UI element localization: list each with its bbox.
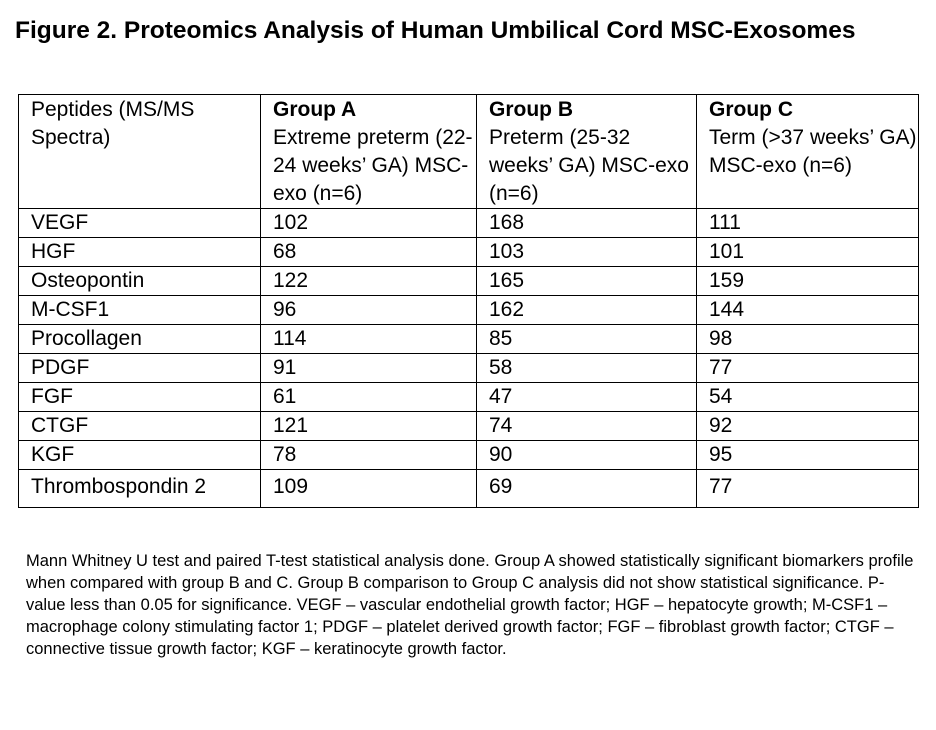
group-c-value: 92 xyxy=(696,411,919,441)
group-c-value: 98 xyxy=(696,324,919,354)
group-b-value: 103 xyxy=(476,237,697,267)
group-c-value: 77 xyxy=(696,469,919,508)
peptide-name: HGF xyxy=(18,237,261,267)
group-a-value: 102 xyxy=(260,208,477,238)
group-a-value: 109 xyxy=(260,469,477,508)
group-a-value: 91 xyxy=(260,353,477,383)
peptide-name: KGF xyxy=(18,440,261,470)
table-row: VEGF 102 168 111 xyxy=(18,208,919,238)
group-a-value: 68 xyxy=(260,237,477,267)
group-b-value: 162 xyxy=(476,295,697,325)
group-b-description: Preterm (25-32 weeks’ GA) MSC-exo (n=6) xyxy=(489,126,689,205)
peptide-name: Thrombospondin 2 xyxy=(18,469,261,508)
peptide-name: VEGF xyxy=(18,208,261,238)
group-c-value: 77 xyxy=(696,353,919,383)
group-c-value: 54 xyxy=(696,382,919,412)
peptide-name: Procollagen xyxy=(18,324,261,354)
header-group-b: Group B Preterm (25-32 weeks’ GA) MSC-ex… xyxy=(476,94,697,209)
header-peptides: Peptides (MS/MS Spectra) xyxy=(18,94,261,209)
table-header-row: Peptides (MS/MS Spectra) Group A Extreme… xyxy=(18,94,919,209)
peptide-name: M-CSF1 xyxy=(18,295,261,325)
table-row: Procollagen 114 85 98 xyxy=(18,324,919,354)
peptide-name: CTGF xyxy=(18,411,261,441)
group-a-value: 78 xyxy=(260,440,477,470)
peptide-name: PDGF xyxy=(18,353,261,383)
group-a-description: Extreme preterm (22-24 weeks’ GA) MSC-ex… xyxy=(273,126,473,205)
header-group-a: Group A Extreme preterm (22-24 weeks’ GA… xyxy=(260,94,477,209)
group-b-value: 69 xyxy=(476,469,697,508)
group-c-value: 95 xyxy=(696,440,919,470)
table-row: Osteopontin 122 165 159 xyxy=(18,266,919,296)
group-b-value: 90 xyxy=(476,440,697,470)
group-c-name: Group C xyxy=(709,98,793,121)
table-row: M-CSF1 96 162 144 xyxy=(18,295,919,325)
group-c-value: 111 xyxy=(696,208,919,238)
group-b-value: 168 xyxy=(476,208,697,238)
header-group-c: Group C Term (>37 weeks’ GA) MSC-exo (n=… xyxy=(696,94,919,209)
table-row: KGF 78 90 95 xyxy=(18,440,919,470)
group-b-value: 85 xyxy=(476,324,697,354)
group-a-value: 61 xyxy=(260,382,477,412)
proteomics-table: Peptides (MS/MS Spectra) Group A Extreme… xyxy=(18,94,919,508)
group-a-value: 122 xyxy=(260,266,477,296)
group-c-value: 101 xyxy=(696,237,919,267)
group-b-value: 165 xyxy=(476,266,697,296)
group-b-value: 47 xyxy=(476,382,697,412)
group-b-value: 58 xyxy=(476,353,697,383)
group-a-value: 114 xyxy=(260,324,477,354)
figure-title: Figure 2. Proteomics Analysis of Human U… xyxy=(15,17,856,44)
table-row: CTGF 121 74 92 xyxy=(18,411,919,441)
table-row: Thrombospondin 2 109 69 77 xyxy=(18,469,919,508)
proteomics-table-container: Peptides (MS/MS Spectra) Group A Extreme… xyxy=(18,94,919,508)
table-row: HGF 68 103 101 xyxy=(18,237,919,267)
peptide-name: Osteopontin xyxy=(18,266,261,296)
group-a-name: Group A xyxy=(273,98,357,121)
group-b-name: Group B xyxy=(489,98,573,121)
table-row: FGF 61 47 54 xyxy=(18,382,919,412)
group-a-value: 96 xyxy=(260,295,477,325)
group-a-value: 121 xyxy=(260,411,477,441)
table-footnote: Mann Whitney U test and paired T-test st… xyxy=(26,552,914,658)
peptide-name: FGF xyxy=(18,382,261,412)
group-c-value: 144 xyxy=(696,295,919,325)
group-c-description: Term (>37 weeks’ GA) MSC-exo (n=6) xyxy=(709,126,917,177)
group-b-value: 74 xyxy=(476,411,697,441)
group-c-value: 159 xyxy=(696,266,919,296)
table-row: PDGF 91 58 77 xyxy=(18,353,919,383)
